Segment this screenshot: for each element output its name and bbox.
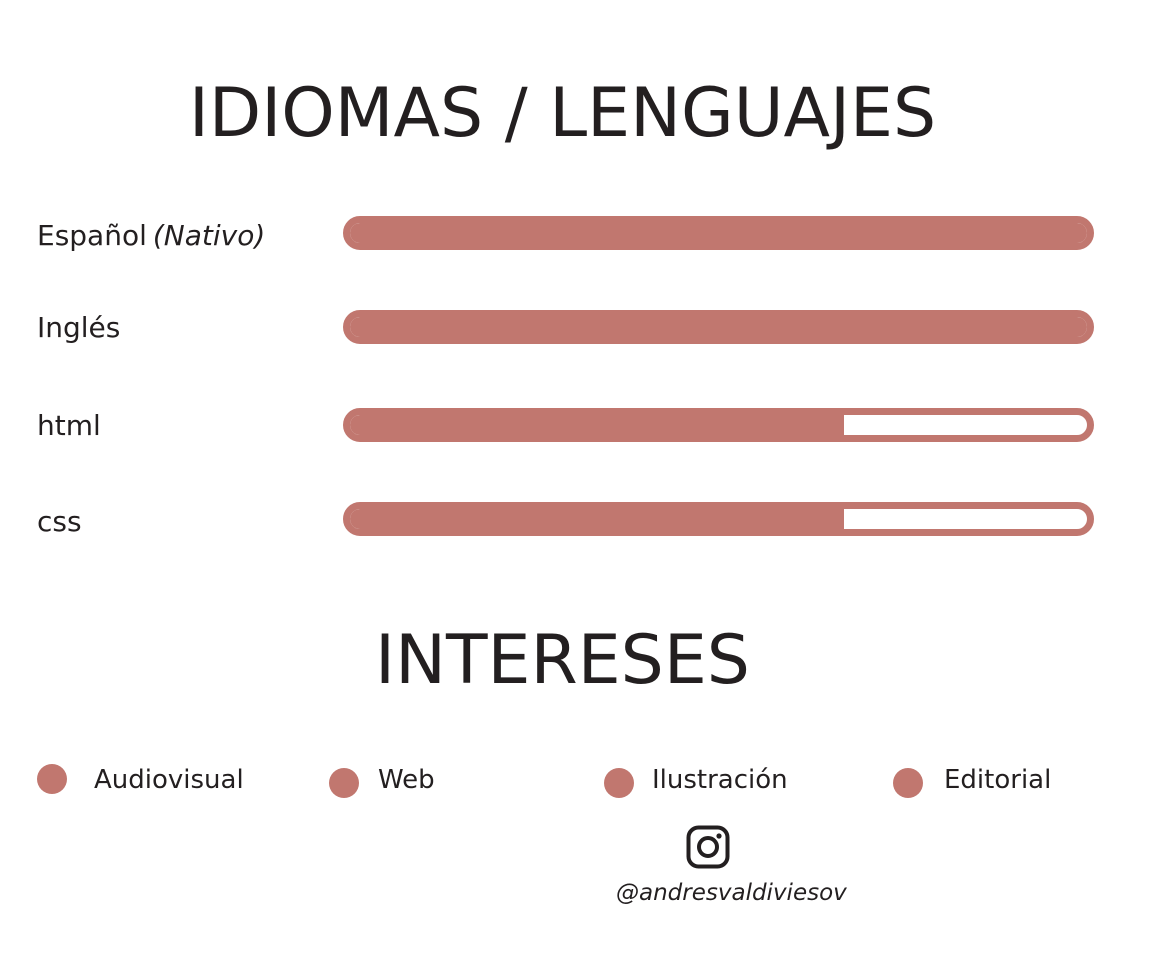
dot-icon	[604, 768, 634, 798]
interest-label: Ilustración	[652, 765, 788, 795]
dot-icon	[893, 768, 923, 798]
language-level-bar	[343, 216, 1094, 250]
interest-label: Audiovisual	[94, 765, 244, 795]
language-name: css	[37, 505, 82, 538]
language-level-fill	[350, 415, 844, 435]
language-label-ingles: Inglés	[37, 314, 120, 342]
language-label-html: html	[37, 412, 101, 440]
language-level-fill	[350, 509, 844, 529]
instagram-icon[interactable]	[686, 825, 730, 869]
language-name: Inglés	[37, 311, 121, 344]
language-level-bar	[343, 310, 1094, 344]
language-name: Español	[37, 219, 147, 252]
language-level-fill	[350, 223, 1087, 243]
language-name: html	[37, 409, 101, 442]
language-level-fill	[350, 317, 1087, 337]
dot-icon	[37, 764, 67, 794]
language-note: (Nativo)	[152, 219, 266, 252]
language-level-bar	[343, 502, 1094, 536]
language-level-bar	[343, 408, 1094, 442]
languages-title: IDIOMAS / LENGUAJES	[188, 74, 937, 153]
dot-icon	[329, 768, 359, 798]
instagram-handle[interactable]: @andresvaldiviesov	[616, 880, 847, 906]
language-label-css: css	[37, 508, 82, 536]
interest-label: Web	[378, 765, 435, 795]
language-label-espanol: Español (Nativo)	[37, 222, 265, 250]
interests-title: INTERESES	[375, 621, 750, 700]
interest-label: Editorial	[944, 765, 1052, 795]
